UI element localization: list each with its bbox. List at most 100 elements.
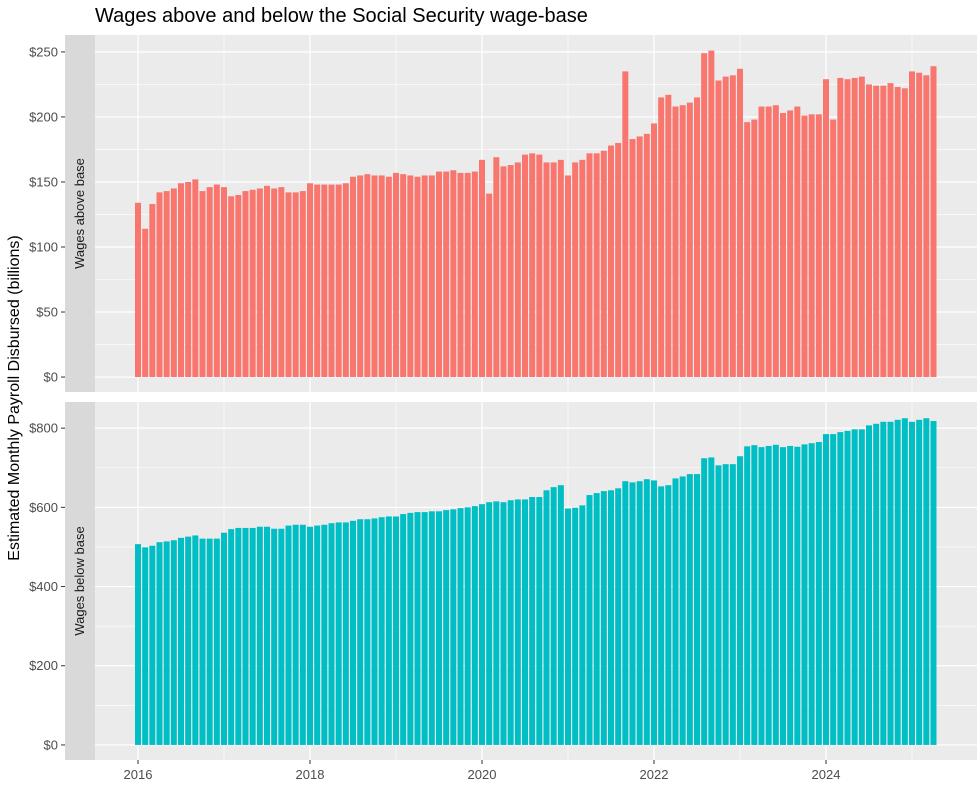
- facet-strip-label: Wages below base: [72, 526, 87, 635]
- bar: [407, 175, 414, 378]
- bar: [185, 181, 192, 378]
- bar: [608, 145, 614, 378]
- bar: [643, 479, 650, 745]
- bar: [307, 526, 313, 745]
- bar: [608, 490, 614, 745]
- bar: [765, 106, 772, 378]
- bar: [436, 511, 442, 745]
- bar: [658, 486, 665, 745]
- bar: [400, 514, 407, 745]
- bar: [314, 525, 321, 745]
- bar: [636, 481, 643, 745]
- x-tick-label: 2020: [468, 767, 497, 782]
- bar: [880, 85, 887, 378]
- y-tick-label: $400: [29, 579, 58, 594]
- bar: [600, 491, 607, 745]
- y-tick-label: $800: [29, 421, 58, 436]
- bar: [314, 184, 321, 378]
- bar: [371, 175, 378, 378]
- bar: [500, 166, 507, 378]
- bar: [758, 447, 765, 745]
- bar: [378, 517, 385, 745]
- bar: [579, 159, 586, 378]
- bar: [672, 478, 679, 745]
- bar: [708, 50, 715, 378]
- bar: [443, 171, 450, 378]
- bar: [385, 176, 392, 378]
- bar: [206, 187, 213, 378]
- bar: [851, 429, 858, 745]
- bar: [514, 162, 521, 378]
- panel-above-base: Wages above base $0 $50 $100 $150 $200 $250: [29, 35, 977, 392]
- bar-series: [135, 50, 937, 378]
- bar: [443, 510, 450, 745]
- bar: [486, 502, 493, 745]
- bar: [486, 193, 493, 378]
- bar: [264, 526, 270, 745]
- bar: [407, 512, 414, 745]
- bar: [586, 153, 593, 378]
- bar: [342, 522, 349, 745]
- bar: [235, 527, 242, 745]
- bar: [708, 457, 715, 745]
- bar: [529, 497, 536, 745]
- bar: [400, 174, 407, 378]
- bar: [665, 94, 672, 378]
- bar: [192, 179, 199, 378]
- bar: [543, 162, 550, 378]
- bar: [873, 423, 880, 745]
- bar: [350, 520, 356, 745]
- bar: [679, 476, 686, 745]
- bar: [292, 192, 299, 378]
- bar: [780, 447, 786, 745]
- y-tick-label: $0: [44, 737, 58, 752]
- bar: [156, 192, 163, 378]
- y-tick-label: $600: [29, 500, 58, 515]
- bar: [744, 122, 751, 378]
- bar: [135, 544, 141, 745]
- bar: [722, 76, 729, 378]
- bar: [378, 175, 385, 378]
- bar: [780, 113, 786, 378]
- bar: [271, 528, 278, 745]
- bar: [550, 487, 557, 745]
- bar: [264, 185, 270, 378]
- bar: [815, 114, 822, 378]
- bar: [292, 524, 299, 745]
- bar: [350, 176, 356, 378]
- bar: [887, 421, 894, 745]
- bar: [271, 188, 278, 378]
- bar: [242, 527, 249, 745]
- bar: [787, 110, 794, 378]
- bar: [278, 528, 285, 745]
- bar: [615, 488, 622, 745]
- bar: [307, 183, 313, 378]
- bar: [909, 71, 915, 378]
- bar: [436, 171, 442, 378]
- bar: [256, 526, 263, 745]
- x-axis: 2016 2018 2020 2022 2024: [124, 760, 840, 782]
- bar: [672, 106, 679, 378]
- bar: [500, 502, 507, 745]
- bar: [221, 532, 227, 745]
- bar: [335, 184, 342, 378]
- bar: [206, 538, 213, 745]
- facet-strip: [65, 35, 95, 392]
- bar: [866, 84, 872, 378]
- bar: [464, 507, 471, 745]
- bar: [185, 536, 192, 745]
- bar: [701, 53, 708, 378]
- facet-strip-label: Wages above base: [72, 158, 87, 269]
- bar: [679, 105, 686, 378]
- bar: [213, 184, 220, 378]
- bar: [565, 508, 571, 745]
- bar: [522, 499, 528, 745]
- bar: [514, 499, 521, 745]
- bar: [665, 485, 672, 745]
- bar: [335, 522, 342, 745]
- bar: [256, 188, 263, 378]
- bar: [557, 485, 564, 745]
- bar: [844, 79, 851, 378]
- bar: [421, 175, 428, 378]
- bar: [149, 545, 156, 745]
